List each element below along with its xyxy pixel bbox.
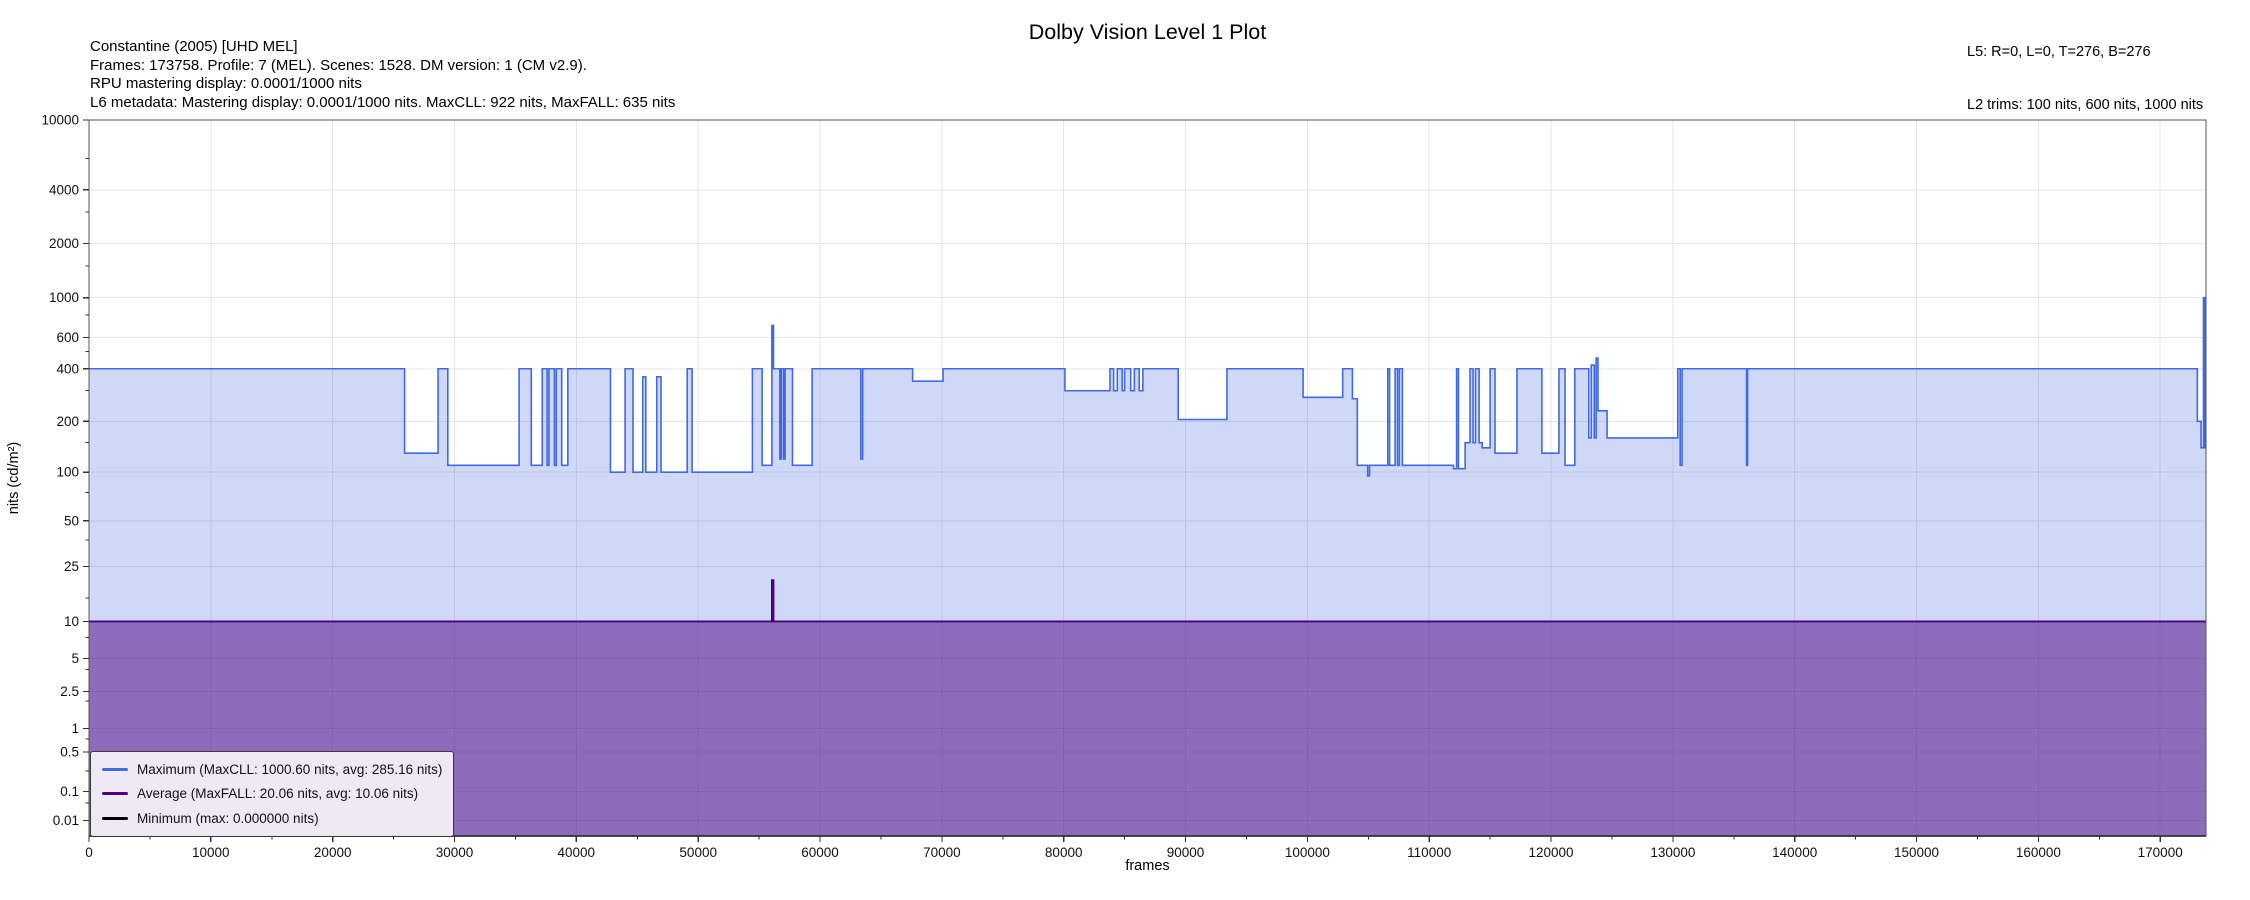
plot-frame: [88, 119, 2207, 837]
y-tick-label: 25: [64, 559, 79, 574]
y-tick-label: 1000: [49, 290, 79, 305]
legend-maximum-label: Maximum (MaxCLL: 1000.60 nits, avg: 285.…: [137, 761, 443, 777]
legend-minimum-line-swatch: [102, 816, 128, 820]
page-title: Dolby Vision Level 1 Plot: [1028, 20, 1267, 44]
l5-annotation: L5: R=0, L=0, T=276, B=276: [1967, 44, 2151, 60]
y-tick-label: 10000: [41, 113, 79, 128]
y-tick-label: 5: [71, 651, 79, 666]
x-tick-label: 170000: [2138, 845, 2183, 860]
average-area: [89, 580, 2206, 836]
y-axis-label: nits (cd/m²): [6, 441, 22, 515]
metadata-line-rpu: RPU mastering display: 0.0001/1000 nits: [90, 75, 362, 93]
x-tick-label: 150000: [1894, 845, 1939, 860]
y-tick-label: 50: [64, 513, 79, 528]
legend-item-minimum: Minimum (max: 0.000000 nits): [102, 806, 442, 831]
x-tick-label: 120000: [1528, 845, 1573, 860]
legend: Maximum (MaxCLL: 1000.60 nits, avg: 285.…: [90, 751, 455, 837]
y-tick-label: 10: [64, 614, 79, 629]
x-tick-label: 50000: [679, 845, 717, 860]
y-tick-label: 0.1: [60, 784, 79, 799]
metadata-line-frames: Frames: 173758. Profile: 7 (MEL). Scenes…: [90, 56, 587, 74]
x-tick-label: 100000: [1285, 845, 1330, 860]
metadata-line-l6: L6 metadata: Mastering display: 0.0001/1…: [90, 94, 676, 112]
x-tick-label: 40000: [558, 845, 596, 860]
x-tick-label: 30000: [436, 845, 474, 860]
x-tick-label: 60000: [801, 845, 839, 860]
x-tick-label: 0: [85, 845, 93, 860]
metadata-block: Constantine (2005) [UHD MEL] Frames: 173…: [90, 38, 675, 113]
legend-item-average: Average (MaxFALL: 20.06 nits, avg: 10.06…: [102, 782, 442, 807]
legend-item-maximum: Maximum (MaxCLL: 1000.60 nits, avg: 285.…: [102, 757, 442, 782]
x-tick-label: 20000: [314, 845, 352, 860]
maximum-line: [89, 296, 2206, 477]
legend-average-line-swatch: [102, 792, 128, 796]
legend-average-label: Average (MaxFALL: 20.06 nits, avg: 10.06…: [137, 786, 419, 802]
x-tick-label: 110000: [1407, 845, 1451, 860]
y-tick-label: 100: [56, 465, 79, 480]
legend-maximum-line-swatch: [102, 767, 128, 771]
x-tick-label: 90000: [1167, 845, 1205, 860]
y-tick-label: 0.5: [60, 744, 79, 759]
y-tick-label: 600: [56, 330, 79, 345]
y-tick-label: 200: [56, 414, 79, 429]
x-axis-label: frames: [1125, 858, 1170, 874]
average-line: [89, 579, 2206, 623]
y-tick-label: 4000: [49, 182, 79, 197]
x-tick-label: 140000: [1772, 845, 1817, 860]
x-tick-label: 80000: [1045, 845, 1083, 860]
x-tick-label: 10000: [192, 845, 230, 860]
y-tick-label: 400: [56, 361, 79, 376]
x-tick-label: 160000: [2016, 845, 2061, 860]
y-tick-label: 2000: [49, 236, 79, 251]
x-tick-label: 70000: [923, 845, 961, 860]
y-tick-label: 0.01: [53, 813, 79, 828]
l2-trims-annotation: L2 trims: 100 nits, 600 nits, 1000 nits: [1967, 97, 2204, 113]
y-tick-label: 2.5: [60, 684, 79, 699]
legend-minimum-label: Minimum (max: 0.000000 nits): [137, 810, 319, 826]
metadata-line-title: Constantine (2005) [UHD MEL]: [90, 38, 298, 55]
y-tick-label: 1: [71, 721, 79, 736]
x-tick-label: 130000: [1650, 845, 1695, 860]
